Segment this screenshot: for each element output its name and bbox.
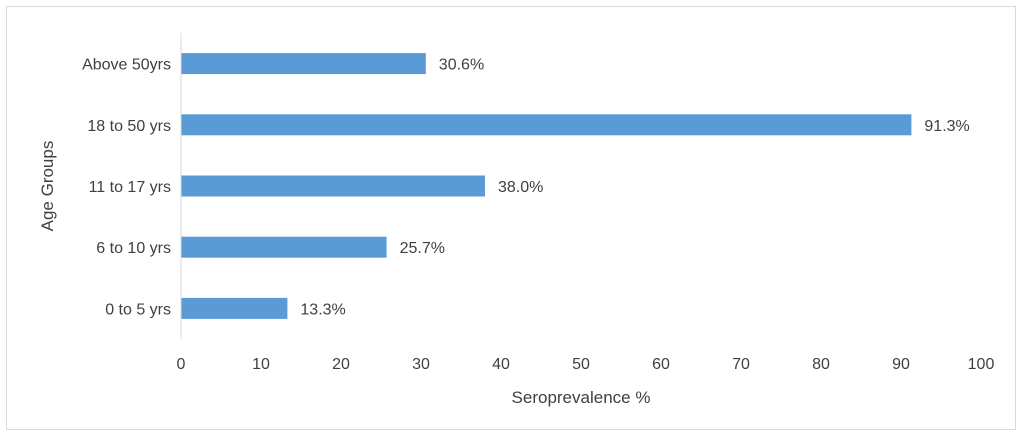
chart-frame: 13.3% 25.7% 38.0% 91.3% 30.6% 0 to 5 yrs 6 to… — [6, 6, 1016, 430]
x-tick-labels: 0 10 20 30 40 50 60 70 80 90 100 — [177, 356, 995, 373]
y-category-label-0: 0 to 5 yrs — [105, 301, 171, 318]
bar-2 — [181, 175, 485, 197]
data-label-4: 30.6% — [439, 57, 484, 74]
data-labels-group: 13.3% 25.7% 38.0% 91.3% 30.6% — [300, 57, 969, 319]
x-tick-label-4: 40 — [492, 356, 510, 373]
x-tick-label-8: 80 — [812, 356, 830, 373]
y-category-label-4: Above 50yrs — [82, 57, 171, 74]
bar-3 — [181, 114, 912, 136]
data-label-0: 13.3% — [300, 301, 345, 318]
data-label-1: 25.7% — [400, 240, 445, 257]
x-axis-title: Seroprevalence % — [512, 388, 651, 407]
y-axis-title: Age Groups — [38, 141, 57, 232]
x-tick-label-10: 100 — [968, 356, 995, 373]
data-label-2: 38.0% — [498, 179, 543, 196]
y-category-label-3: 18 to 50 yrs — [87, 118, 171, 135]
bar-0 — [181, 297, 288, 319]
x-tick-label-6: 60 — [652, 356, 670, 373]
bar-4 — [181, 53, 426, 75]
x-tick-label-9: 90 — [892, 356, 910, 373]
x-tick-label-1: 10 — [252, 356, 270, 373]
x-tick-label-0: 0 — [177, 356, 186, 373]
x-tick-label-2: 20 — [332, 356, 350, 373]
bar-1 — [181, 236, 387, 258]
bars-group — [181, 53, 912, 319]
data-label-3: 91.3% — [924, 118, 969, 135]
x-tick-label-5: 50 — [572, 356, 590, 373]
y-category-labels: 0 to 5 yrs 6 to 10 yrs 11 to 17 yrs 18 to 5… — [82, 57, 171, 319]
x-tick-label-3: 30 — [412, 356, 430, 373]
y-category-label-2: 11 to 17 yrs — [89, 179, 171, 196]
y-category-label-1: 6 to 10 yrs — [96, 240, 171, 257]
bar-chart: 13.3% 25.7% 38.0% 91.3% 30.6% 0 to 5 yrs 6 to… — [38, 33, 995, 407]
x-tick-label-7: 70 — [732, 356, 750, 373]
